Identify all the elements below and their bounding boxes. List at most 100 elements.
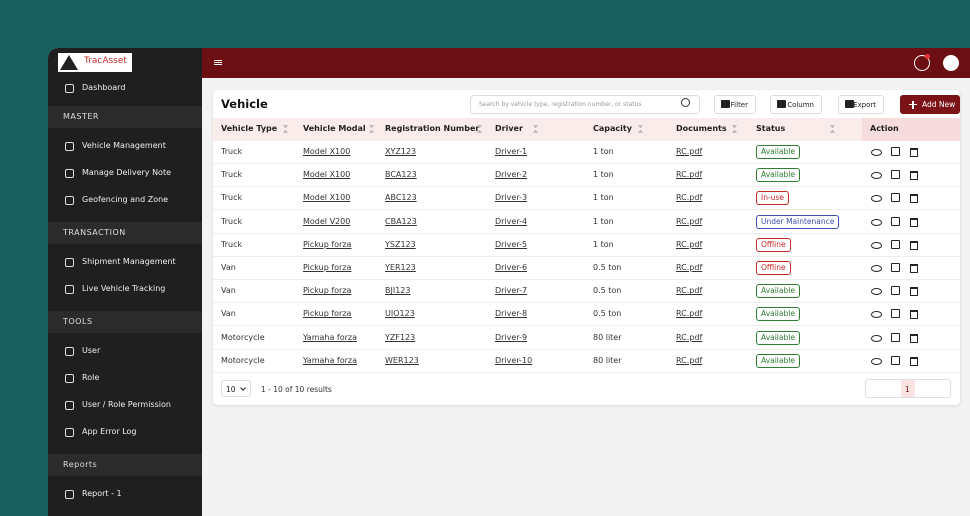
- page-size-select[interactable]: [221, 380, 251, 397]
- delete-icon[interactable]: [910, 148, 918, 157]
- delete-icon[interactable]: [910, 310, 918, 320]
- delete-icon[interactable]: [910, 240, 918, 250]
- delete-icon[interactable]: [910, 356, 918, 366]
- nav-item[interactable]: Report - 1: [82, 489, 122, 498]
- sort-icon[interactable]: [732, 125, 737, 133]
- table-cell[interactable]: RC.pdf: [676, 170, 703, 180]
- nav-item[interactable]: User: [82, 346, 101, 355]
- table-cell[interactable]: Driver-8: [495, 309, 528, 319]
- table-cell[interactable]: Model X100: [303, 170, 351, 180]
- pager-arrow[interactable]: [870, 385, 880, 393]
- table-cell[interactable]: RC.pdf: [676, 309, 703, 319]
- table-cell[interactable]: Driver-5: [495, 239, 528, 249]
- pager-arrow[interactable]: [887, 385, 897, 393]
- table-cell[interactable]: YSZ123: [385, 239, 416, 249]
- view-icon[interactable]: [871, 172, 882, 180]
- table-cell[interactable]: RC.pdf: [676, 216, 703, 226]
- menu-icon[interactable]: [214, 60, 222, 61]
- view-icon[interactable]: [871, 265, 882, 272]
- pager-arrow[interactable]: [936, 385, 946, 393]
- table-cell[interactable]: RC.pdf: [676, 286, 703, 296]
- delete-icon[interactable]: [910, 333, 918, 343]
- table-cell[interactable]: Pickup forza: [303, 239, 352, 249]
- filter-button[interactable]: [714, 95, 756, 114]
- view-icon[interactable]: [871, 149, 882, 156]
- edit-icon[interactable]: [891, 147, 900, 156]
- view-icon[interactable]: [871, 334, 882, 342]
- table-cell[interactable]: RC.pdf: [676, 263, 703, 272]
- view-icon[interactable]: [871, 288, 882, 296]
- table-cell[interactable]: BCA123: [385, 170, 417, 180]
- sort-icon[interactable]: [638, 125, 643, 133]
- table-cell[interactable]: Driver-7: [495, 286, 528, 296]
- delete-icon[interactable]: [910, 217, 918, 227]
- table-cell[interactable]: Driver-3: [495, 193, 528, 203]
- view-icon[interactable]: [871, 195, 882, 203]
- sort-icon[interactable]: [830, 125, 835, 133]
- table-cell[interactable]: Driver-1: [495, 147, 528, 156]
- table-cell[interactable]: XYZ123: [385, 147, 417, 156]
- edit-icon[interactable]: [891, 355, 900, 365]
- table-cell[interactable]: RC.pdf: [676, 239, 703, 249]
- table-cell[interactable]: YER123: [385, 263, 416, 272]
- table-cell[interactable]: RC.pdf: [676, 332, 703, 342]
- edit-icon[interactable]: [891, 309, 900, 319]
- nav-item[interactable]: Manage Delivery Note: [82, 168, 172, 177]
- table-cell[interactable]: RC.pdf: [676, 147, 703, 156]
- view-icon[interactable]: [871, 311, 882, 319]
- table-cell[interactable]: Driver-9: [495, 332, 528, 342]
- table-cell[interactable]: Yamaha forza: [303, 332, 357, 342]
- edit-icon[interactable]: [891, 332, 900, 342]
- edit-icon[interactable]: [891, 263, 900, 272]
- table-cell[interactable]: Model X100: [303, 147, 351, 156]
- table-cell[interactable]: UIO123: [385, 309, 415, 319]
- edit-icon[interactable]: [891, 216, 900, 226]
- view-icon[interactable]: [871, 241, 882, 249]
- table-cell[interactable]: Model X100: [303, 193, 351, 203]
- notification-icon[interactable]: [914, 55, 930, 71]
- table-cell[interactable]: Pickup forza: [303, 263, 352, 272]
- sort-icon[interactable]: [283, 125, 288, 133]
- delete-icon[interactable]: [910, 264, 918, 273]
- delete-icon[interactable]: [910, 171, 918, 181]
- edit-icon[interactable]: [891, 193, 900, 203]
- edit-icon[interactable]: [891, 286, 900, 296]
- sort-icon[interactable]: [369, 125, 374, 133]
- export-button[interactable]: [838, 95, 884, 114]
- table-cell[interactable]: RC.pdf: [676, 193, 703, 203]
- view-icon[interactable]: [871, 357, 882, 365]
- column-button[interactable]: [770, 95, 822, 114]
- view-icon[interactable]: [871, 218, 882, 226]
- table-cell[interactable]: Driver-2: [495, 170, 528, 180]
- edit-icon[interactable]: [891, 170, 900, 180]
- table-cell[interactable]: Pickup forza: [303, 286, 352, 296]
- sort-icon[interactable]: [477, 125, 482, 133]
- table-cell[interactable]: Yamaha forza: [303, 355, 357, 365]
- avatar[interactable]: [943, 55, 959, 71]
- table-cell[interactable]: Driver-10: [495, 355, 533, 365]
- nav-item[interactable]: Vehicle Management: [82, 141, 166, 150]
- table-cell[interactable]: RC.pdf: [676, 355, 703, 365]
- pager-arrow[interactable]: [919, 385, 929, 393]
- table-cell[interactable]: Model V200: [303, 216, 351, 226]
- add-button[interactable]: [900, 95, 960, 114]
- nav-item[interactable]: User / Role Permission: [82, 400, 171, 409]
- sort-icon[interactable]: [533, 125, 538, 133]
- table-cell[interactable]: Driver-6: [495, 263, 528, 272]
- nav-item[interactable]: Role: [82, 373, 100, 382]
- nav-item[interactable]: App Error Log: [82, 427, 137, 436]
- table-cell[interactable]: BJI123: [385, 286, 411, 296]
- table-cell[interactable]: Pickup forza: [303, 309, 352, 319]
- pager-current[interactable]: 1: [905, 385, 910, 394]
- table-cell[interactable]: ABC123: [385, 193, 417, 203]
- nav-item[interactable]: Live Vehicle Tracking: [82, 284, 166, 293]
- edit-icon[interactable]: [891, 239, 900, 249]
- delete-icon[interactable]: [910, 194, 918, 204]
- table-cell[interactable]: Driver-4: [495, 216, 528, 226]
- table-cell[interactable]: CBA123: [385, 216, 417, 226]
- nav-item[interactable]: Shipment Management: [82, 257, 176, 266]
- search-box[interactable]: [470, 95, 700, 114]
- nav-item[interactable]: Dashboard: [82, 83, 126, 92]
- delete-icon[interactable]: [910, 287, 918, 297]
- table-cell[interactable]: YZF123: [385, 332, 416, 342]
